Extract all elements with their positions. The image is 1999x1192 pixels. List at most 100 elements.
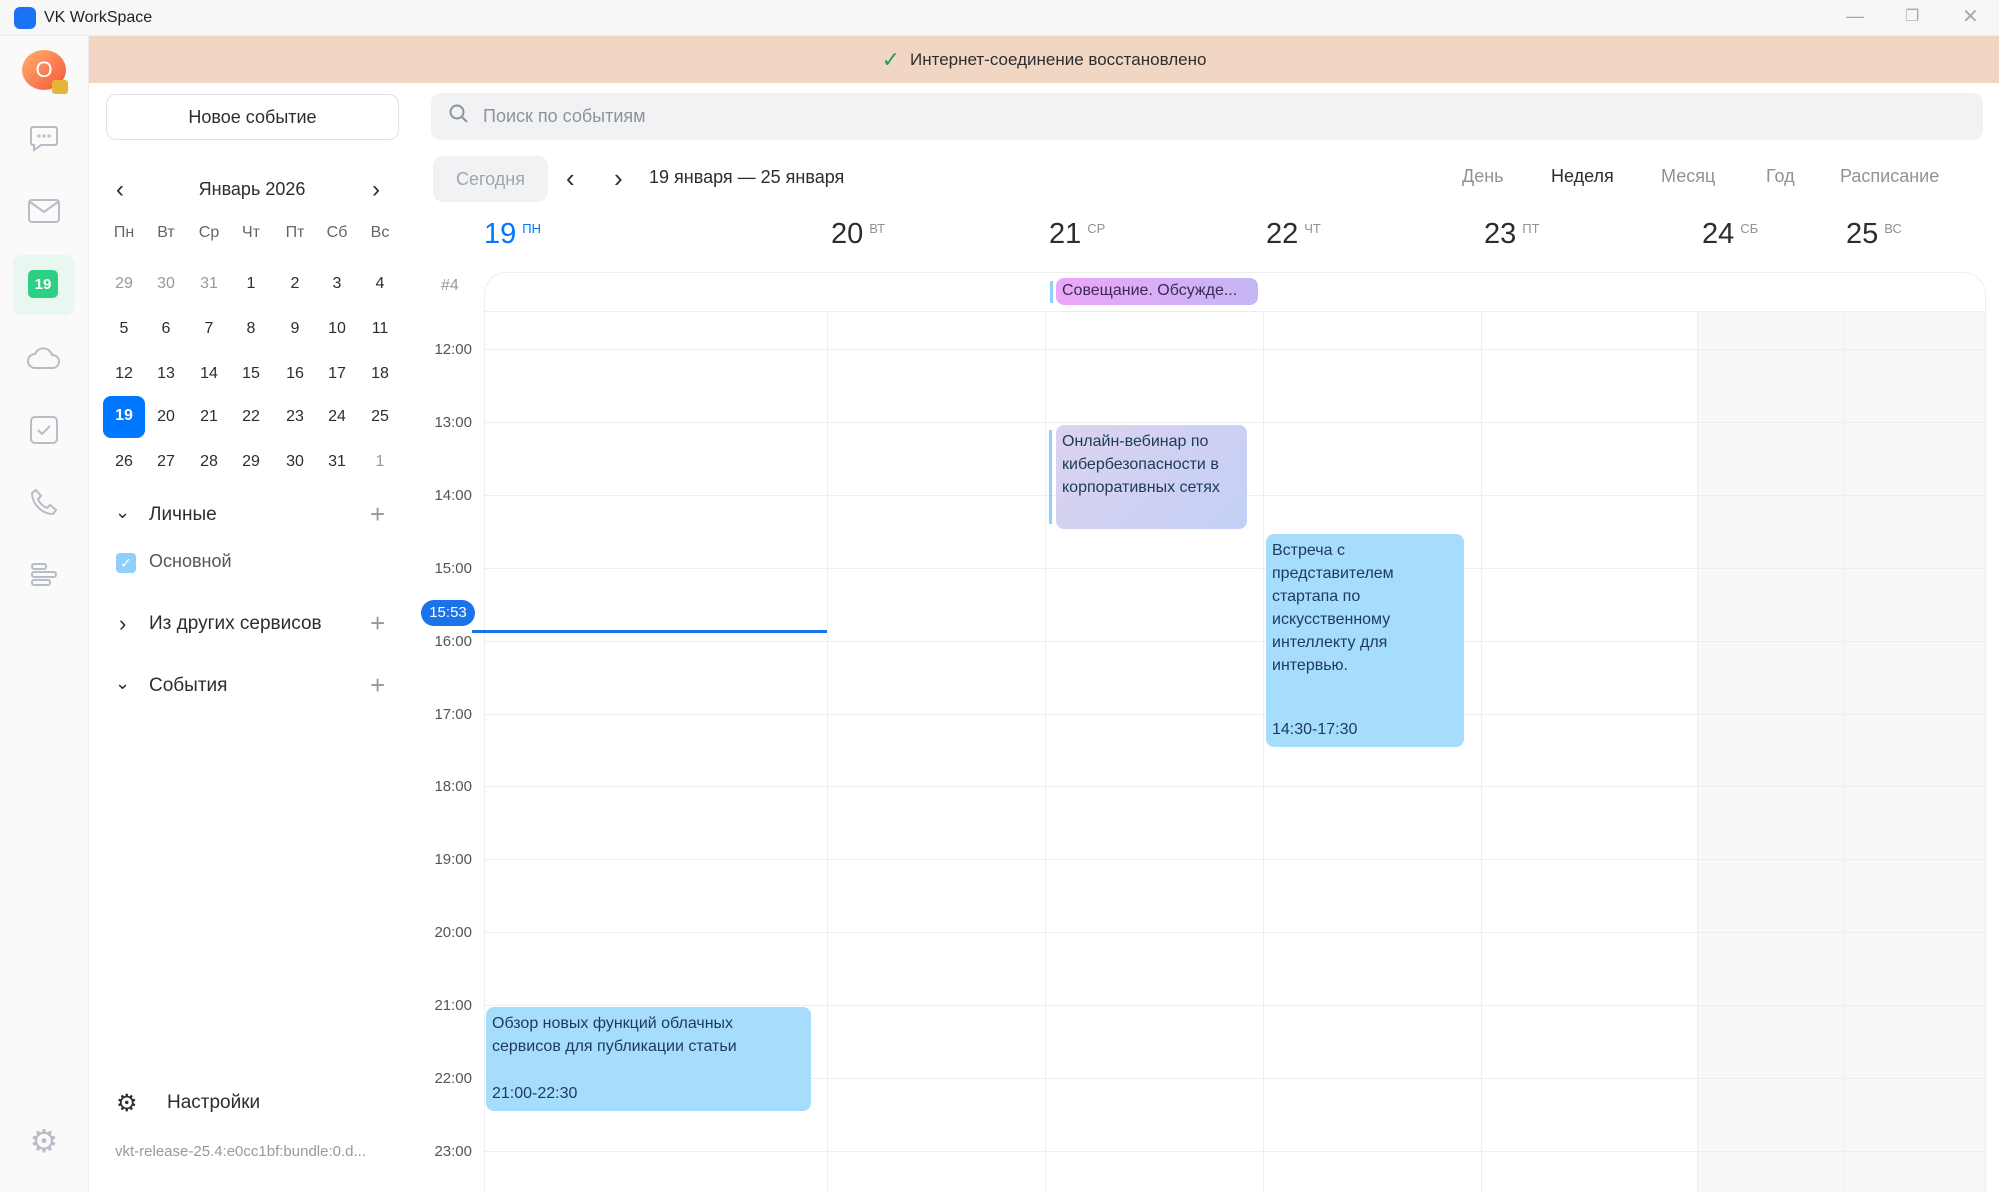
hour-label: 16:00 xyxy=(434,632,472,650)
mini-calendar-day[interactable]: 12 xyxy=(115,365,133,382)
mini-calendar-day[interactable]: 8 xyxy=(246,320,256,337)
weekday-label: Ср xyxy=(198,224,220,241)
calendar-icon[interactable]: 19 xyxy=(28,270,58,298)
mini-calendar-day[interactable]: 2 xyxy=(290,275,300,292)
day-of-week: ВС xyxy=(1884,221,1902,236)
hour-line xyxy=(484,1078,1986,1079)
mini-calendar-day[interactable]: 11 xyxy=(371,320,389,337)
mini-calendar-day[interactable]: 20 xyxy=(157,408,175,425)
next-month-button[interactable]: › xyxy=(372,176,380,203)
mini-calendar-day[interactable]: 25 xyxy=(371,408,389,425)
chevron-right-icon[interactable]: › xyxy=(119,611,127,636)
mail-icon[interactable] xyxy=(24,191,64,231)
maximize-button[interactable]: ❐ xyxy=(1905,8,1920,25)
mini-calendar-day[interactable]: 3 xyxy=(332,275,342,292)
view-schedule[interactable]: Расписание xyxy=(1840,166,1940,186)
day-header[interactable]: 20 ВТ xyxy=(831,218,885,251)
section-personal[interactable]: Личные xyxy=(149,504,217,525)
hour-label: 21:00 xyxy=(434,997,472,1015)
day-number: 19 xyxy=(484,218,517,250)
prev-month-button[interactable]: ‹ xyxy=(116,176,124,203)
add-other-services-button[interactable]: + xyxy=(370,608,386,638)
mini-calendar-day[interactable]: 30 xyxy=(286,453,304,470)
allday-event[interactable]: Совещание. Обсужде... xyxy=(1056,278,1258,305)
mini-calendar-day[interactable]: 29 xyxy=(115,275,133,292)
mini-calendar-day[interactable]: 19 xyxy=(103,396,145,438)
settings-link[interactable]: Настройки xyxy=(167,1092,261,1113)
event-accent xyxy=(1049,430,1052,524)
calendar-main[interactable]: Основной xyxy=(149,551,232,571)
mini-calendar-day[interactable]: 17 xyxy=(328,365,346,382)
event-cloud-review[interactable]: Обзор новых функций облачных сервисов дл… xyxy=(486,1007,811,1111)
day-header[interactable]: 22 ЧТ xyxy=(1266,218,1321,251)
search-placeholder: Поиск по событиям xyxy=(483,106,646,126)
mini-calendar-day[interactable]: 31 xyxy=(200,275,218,292)
view-day[interactable]: День xyxy=(1462,166,1504,186)
mini-calendar-day[interactable]: 7 xyxy=(204,320,214,337)
hour-label: 17:00 xyxy=(434,705,472,723)
phone-icon[interactable] xyxy=(24,482,64,522)
mini-calendar-day[interactable]: 10 xyxy=(328,320,346,337)
mini-calendar-day[interactable]: 23 xyxy=(286,408,304,425)
event-startup-meeting[interactable]: Встреча с представителем стартапа по иск… xyxy=(1266,534,1464,747)
minimize-button[interactable]: — xyxy=(1846,6,1864,26)
mini-calendar-day[interactable]: 28 xyxy=(200,453,218,470)
mini-calendar-day[interactable]: 24 xyxy=(328,408,346,425)
chat-icon[interactable] xyxy=(24,118,64,158)
day-header[interactable]: 19 ПН xyxy=(484,218,541,251)
mini-calendar-day[interactable]: 21 xyxy=(200,408,218,425)
day-of-week: ЧТ xyxy=(1304,221,1321,236)
day-header[interactable]: 24 СБ xyxy=(1702,218,1758,251)
search-input[interactable]: Поиск по событиям xyxy=(431,93,1983,140)
tasks-icon[interactable] xyxy=(24,410,64,450)
mini-calendar-day[interactable]: 26 xyxy=(115,453,133,470)
event-webinar[interactable]: Онлайн-вебинар по кибербезопасности в ко… xyxy=(1056,425,1247,529)
mini-calendar-day[interactable]: 15 xyxy=(242,365,260,382)
mini-calendar-day[interactable]: 6 xyxy=(161,320,171,337)
search-icon xyxy=(449,104,469,129)
today-button[interactable]: Сегодня xyxy=(433,156,548,202)
view-week[interactable]: Неделя xyxy=(1551,166,1614,186)
settings-icon[interactable]: ⚙ xyxy=(29,1123,59,1159)
mini-calendar-day[interactable]: 16 xyxy=(286,365,304,382)
view-month[interactable]: Месяц xyxy=(1661,166,1716,186)
day-header[interactable]: 25 ВС xyxy=(1846,218,1902,251)
section-events[interactable]: События xyxy=(149,675,228,696)
cloud-icon[interactable] xyxy=(24,338,64,378)
mini-calendar-day[interactable]: 18 xyxy=(371,365,389,382)
mini-calendar-day[interactable]: 30 xyxy=(157,275,175,292)
chevron-down-icon[interactable]: ⌄ xyxy=(115,673,131,693)
event-title: Онлайн-вебинар по кибербезопасности в ко… xyxy=(1062,433,1220,496)
list-icon[interactable] xyxy=(24,555,64,595)
mini-calendar-day[interactable]: 5 xyxy=(119,320,129,337)
add-personal-button[interactable]: + xyxy=(370,499,386,529)
view-year[interactable]: Год xyxy=(1766,166,1795,186)
next-week-button[interactable]: › xyxy=(614,163,623,193)
mini-calendar-day[interactable]: 29 xyxy=(242,453,260,470)
close-button[interactable]: ✕ xyxy=(1962,6,1979,28)
app-title: VK WorkSpace xyxy=(44,9,153,26)
hour-label: 18:00 xyxy=(434,778,472,796)
day-header[interactable]: 23 ПТ xyxy=(1484,218,1540,251)
mini-calendar-day[interactable]: 13 xyxy=(157,365,175,382)
weekend-shade xyxy=(1697,311,1986,1192)
section-other-services[interactable]: Из других сервисов xyxy=(149,613,322,634)
mini-calendar-day[interactable]: 1 xyxy=(375,453,385,470)
check-icon: ✓ xyxy=(881,46,900,72)
mini-calendar-day[interactable]: 9 xyxy=(290,320,300,337)
add-events-button[interactable]: + xyxy=(370,670,386,700)
mini-calendar-day[interactable]: 22 xyxy=(242,408,260,425)
mini-calendar-day[interactable]: 1 xyxy=(246,275,256,292)
checkbox-main[interactable]: ✓ xyxy=(116,553,136,573)
mini-calendar-day[interactable]: 27 xyxy=(157,453,175,470)
gear-icon[interactable]: ⚙ xyxy=(116,1090,138,1117)
new-event-button[interactable]: Новое событие xyxy=(106,94,399,140)
day-header[interactable]: 21 СР xyxy=(1049,218,1105,251)
prev-week-button[interactable]: ‹ xyxy=(566,163,575,193)
mini-calendar-day[interactable]: 14 xyxy=(200,365,218,382)
hour-line xyxy=(484,1150,1986,1152)
mini-calendar-day[interactable]: 31 xyxy=(328,453,346,470)
chevron-down-icon[interactable]: ⌄ xyxy=(115,502,131,522)
mini-calendar-day[interactable]: 4 xyxy=(375,275,385,292)
weekday-label: Сб xyxy=(326,224,348,241)
